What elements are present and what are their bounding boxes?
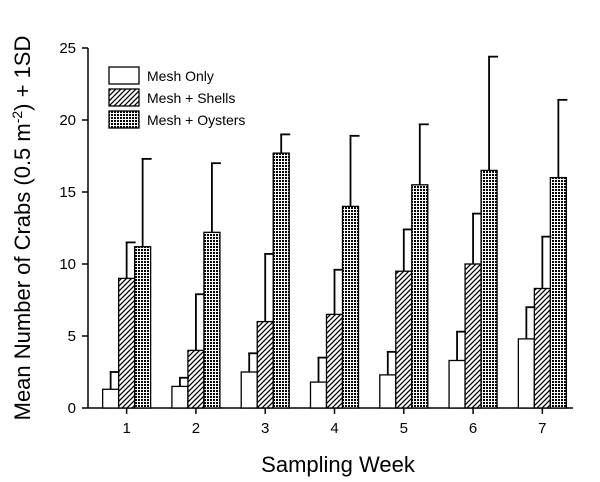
x-axis-title: Sampling Week: [261, 452, 416, 477]
x-tick-label: 2: [192, 420, 200, 437]
legend-swatch: [108, 66, 140, 85]
y-axis-title-pre: Mean Number of Crabs (0.5 m: [10, 123, 35, 420]
y-tick-label: 10: [59, 256, 76, 273]
bar-mesh-only-week-1: [101, 388, 120, 409]
bar-mesh-shells-week-7: [533, 287, 552, 409]
x-tick-label: 5: [400, 420, 408, 437]
bar-mesh-only-week-2: [171, 385, 189, 409]
bar-mesh-oysters-week-1: [133, 246, 152, 409]
bar-mesh-only-week-5: [379, 374, 397, 409]
x-ticks: 1 2 3 4 5 6 7: [122, 408, 547, 437]
y-axis-title: Mean Number of Crabs (0.5 m-2) + 1SD: [9, 36, 35, 421]
x-tick-label: 1: [122, 420, 130, 437]
x-tick-label: 4: [330, 420, 338, 437]
bar-mesh-shells-week-6: [464, 263, 482, 409]
y-axis-title-sup: -2: [9, 111, 25, 124]
y-tick-label: 15: [59, 184, 76, 201]
legend-swatch: [108, 110, 140, 129]
y-tick-label: 5: [68, 328, 76, 345]
x-tick-label: 7: [538, 420, 546, 437]
y-tick-label: 20: [59, 112, 76, 129]
bar-mesh-shells-week-5: [395, 270, 413, 409]
x-tick-label: 6: [469, 420, 477, 437]
legend: Mesh Only Mesh + Shells Mesh + Oysters: [108, 66, 245, 129]
legend-swatch: [108, 88, 140, 107]
bar-mesh-oysters-week-3: [272, 152, 290, 409]
bar-mesh-only-week-7: [517, 338, 536, 409]
bar-mesh-only-week-3: [240, 371, 258, 409]
bar-mesh-shells-week-2: [187, 349, 205, 409]
bar-mesh-shells-week-4: [325, 313, 344, 409]
bar-mesh-shells-week-1: [117, 277, 136, 409]
bar-mesh-only-week-6: [448, 359, 466, 409]
bar-mesh-oysters-week-5: [411, 184, 429, 409]
legend-label: Mesh + Oysters: [147, 112, 245, 128]
bar-mesh-oysters-week-6: [480, 169, 498, 409]
x-tick-label: 3: [261, 420, 269, 437]
bar-mesh-shells-week-3: [256, 320, 274, 409]
y-axis-title-post: ) + 1SD: [10, 36, 35, 111]
bar-mesh-oysters-week-4: [341, 205, 360, 409]
y-tick-label: 25: [59, 40, 76, 57]
legend-label: Mesh + Shells: [147, 90, 235, 106]
y-ticks: 0 5 10 15 20 25: [59, 40, 88, 417]
y-tick-label: 0: [68, 400, 76, 417]
bar-mesh-only-week-4: [309, 381, 328, 409]
bar-mesh-oysters-week-2: [203, 231, 221, 409]
bar-mesh-oysters-week-7: [549, 176, 568, 409]
error-bars: [109, 55, 568, 390]
legend-label: Mesh Only: [147, 68, 214, 84]
